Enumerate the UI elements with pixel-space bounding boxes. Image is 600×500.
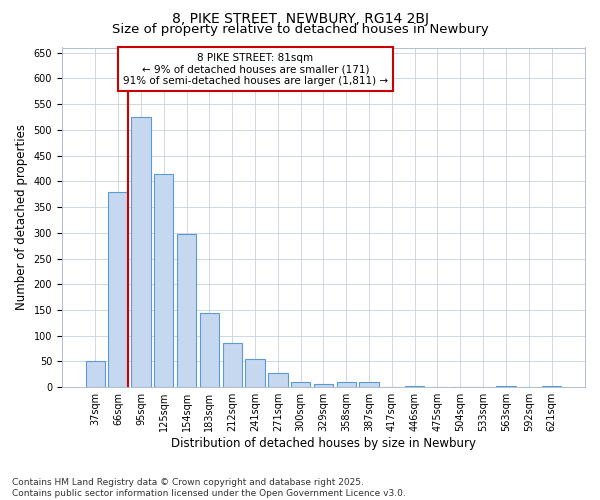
Bar — [177, 234, 196, 387]
X-axis label: Distribution of detached houses by size in Newbury: Distribution of detached houses by size … — [171, 437, 476, 450]
Bar — [359, 382, 379, 387]
Bar — [223, 344, 242, 387]
Bar — [154, 174, 173, 387]
Text: 8, PIKE STREET, NEWBURY, RG14 2BJ: 8, PIKE STREET, NEWBURY, RG14 2BJ — [172, 12, 428, 26]
Text: Contains HM Land Registry data © Crown copyright and database right 2025.
Contai: Contains HM Land Registry data © Crown c… — [12, 478, 406, 498]
Y-axis label: Number of detached properties: Number of detached properties — [15, 124, 28, 310]
Text: Size of property relative to detached houses in Newbury: Size of property relative to detached ho… — [112, 22, 488, 36]
Bar — [405, 386, 424, 387]
Bar — [291, 382, 310, 387]
Text: 8 PIKE STREET: 81sqm
← 9% of detached houses are smaller (171)
91% of semi-detac: 8 PIKE STREET: 81sqm ← 9% of detached ho… — [123, 52, 388, 86]
Bar — [131, 117, 151, 387]
Bar — [496, 386, 515, 387]
Bar — [314, 384, 333, 387]
Bar — [200, 312, 219, 387]
Bar — [86, 362, 105, 387]
Bar — [542, 386, 561, 387]
Bar — [245, 359, 265, 387]
Bar — [337, 382, 356, 387]
Bar — [109, 192, 128, 387]
Bar — [268, 373, 287, 387]
